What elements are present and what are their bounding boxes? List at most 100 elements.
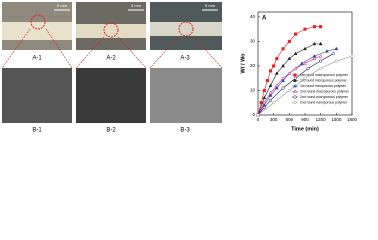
photo-label: A-2: [106, 56, 116, 62]
marker: [293, 95, 297, 99]
marker: [262, 88, 266, 93]
marker: [303, 27, 307, 31]
legend-label: 2nd round microporous polymer: [300, 95, 349, 99]
marker: [299, 61, 304, 65]
y-tick-label: 40: [250, 14, 256, 19]
marker: [318, 54, 323, 58]
marker: [268, 69, 273, 73]
photo-label: A-1: [32, 56, 42, 62]
marker: [281, 63, 285, 68]
panel-label: A: [262, 16, 267, 22]
marker: [325, 49, 329, 53]
marker: [274, 71, 279, 75]
legend-label: 2nd round macroporous polymer: [300, 89, 350, 93]
marker: [293, 73, 297, 77]
y-tick-label: 30: [250, 39, 256, 44]
marker: [265, 79, 269, 83]
marker: [287, 56, 292, 60]
marker: [281, 76, 285, 80]
marker: [262, 106, 266, 110]
marker: [306, 66, 310, 70]
marker: [262, 100, 267, 105]
highlight: [103, 22, 119, 38]
legend-label: 1st round microporous polymer: [300, 78, 348, 82]
figure: A 0 300 600 900 1200 1500 1800 0 10 20 30 40 Time (mi…: [1, 2, 358, 134]
marker: [312, 41, 317, 46]
series-line: [257, 43, 321, 116]
photo-b3: [150, 68, 222, 123]
marker: [303, 76, 307, 80]
x-tick-label: 0: [257, 117, 260, 122]
sample: [150, 22, 222, 36]
marker: [256, 113, 260, 117]
x-tick-label: 300: [270, 117, 278, 122]
photo-label: B-1: [32, 128, 42, 134]
chart: A 0 300 600 900 1200 1500 1800 0 10 20 30 40 Time (mi…: [240, 11, 358, 132]
x-tick-label: 1200: [316, 117, 327, 122]
series-line: [257, 53, 334, 116]
x-tick-label: 600: [286, 117, 294, 122]
y-tick-label: 20: [250, 63, 256, 68]
x-tick-label: 900: [301, 117, 309, 122]
marker: [319, 66, 323, 70]
marker: [293, 78, 297, 82]
marker: [268, 83, 273, 87]
y-tick-label: 10: [250, 88, 256, 93]
marker: [303, 61, 307, 65]
marker: [334, 59, 338, 63]
marker: [281, 47, 285, 51]
marker: [293, 100, 297, 105]
marker: [318, 41, 323, 46]
photo-b2: [76, 68, 146, 123]
marker: [334, 46, 339, 51]
sample: [2, 22, 72, 40]
marker: [275, 57, 279, 61]
marker: [274, 85, 279, 90]
sample: [76, 24, 146, 38]
marker: [281, 86, 285, 90]
legend-label: 2nd round nanoporous polymer: [300, 100, 348, 104]
marker: [268, 93, 273, 97]
y-tick-label: 0: [252, 112, 255, 117]
marker: [293, 89, 297, 93]
y-axis-label: Wt / Wo: [240, 53, 246, 74]
series-line: [257, 55, 321, 116]
marker: [312, 56, 317, 60]
marker: [281, 78, 285, 83]
scale-label: 5 mm: [131, 3, 142, 8]
legend-label: 1st round nanoporous polymer: [300, 84, 347, 88]
marker: [331, 52, 335, 56]
photos: [1, 2, 223, 123]
photo-b1: [2, 68, 72, 123]
photo-label: B-2: [106, 128, 116, 134]
marker: [287, 71, 292, 75]
marker: [319, 25, 323, 29]
scale-label: 5 mm: [57, 3, 68, 8]
marker: [294, 76, 298, 80]
series-line: [257, 48, 337, 116]
marker: [287, 88, 291, 93]
zoom-lines: [1, 28, 223, 69]
marker: [268, 90, 273, 95]
marker: [272, 64, 276, 68]
marker: [287, 39, 291, 43]
marker: [274, 83, 279, 87]
highlight: [30, 14, 46, 30]
marker: [262, 95, 267, 100]
marker: [294, 32, 298, 36]
marker: [268, 98, 273, 102]
x-axis-label: Time (min): [291, 126, 319, 132]
photo-label: B-3: [180, 128, 190, 134]
marker: [312, 25, 316, 29]
scale-label: 5 mm: [205, 3, 216, 8]
photo-label: A-3: [180, 56, 190, 62]
marker: [319, 59, 323, 63]
marker: [272, 101, 276, 105]
marker: [350, 54, 354, 58]
legend-label: 1st round macroporous polymer: [300, 73, 349, 77]
marker: [293, 66, 298, 70]
marker: [293, 51, 298, 56]
x-tick-label: 1800: [347, 117, 358, 122]
marker: [303, 46, 307, 51]
x-tick-label: 1500: [331, 117, 342, 122]
